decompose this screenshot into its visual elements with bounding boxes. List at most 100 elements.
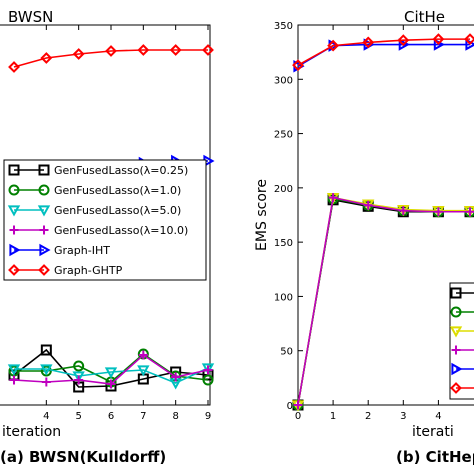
chart-b-series-4 [293,38,474,73]
chart-b-series-line [297,198,470,406]
chart-b-legend-marker [451,362,463,376]
chart-b-legend-item [450,306,474,318]
chart-b-y-tick-label: 100 [274,292,293,303]
chart-a-data-point [41,377,51,387]
chart-b-x-axis: 0 1 2 3 4 [295,25,442,422]
chart-a-legend-item: Graph-GHTP [8,264,123,277]
chart-b-series-line [297,43,470,67]
chart-a-data-point [74,375,84,385]
chart-a-legend-marker [7,205,21,217]
chart-a-data-point [171,372,181,382]
chart-b-legend-box [449,282,474,400]
chart-a-x-tick-label: 6 [108,411,114,422]
chart-a-legend-marker [39,243,51,257]
chart-a-legend-marker [9,243,21,257]
chart-a-data-point [40,364,53,376]
chart-a-data-point [202,44,214,56]
chart-a-data-point [201,363,215,375]
chart-a-series-2 [7,363,215,390]
chart-a-data-point [203,365,213,375]
chart-b-series-2 [291,193,474,412]
chart-a-legend-marker [37,205,51,217]
chart-b-series-line [297,38,470,66]
chart-b-data-point [397,34,410,47]
chart-b-y-tick-label: 350 [274,21,293,32]
chart-a-data-point [8,61,20,73]
chart-b-y-tick-label: 50 [280,347,293,358]
chart-a-plot-frame [0,24,211,406]
chart-b-plot-frame [297,24,474,406]
chart-a-legend-marker [9,225,19,235]
chart-b-y-label: EMS score [254,179,270,251]
chart-b-legend-marker [451,345,461,355]
chart-b-series-line [297,196,470,406]
chart-a-legend-box [3,159,207,281]
chart-b-y-tick-label: 250 [274,130,293,141]
chart-a-data-point [73,360,85,372]
chart-a-legend-marker [38,164,50,176]
chart-b-x-tick-label: 0 [295,411,301,422]
chart-a-x-label: iteration [2,424,61,440]
chart-b-legend-marker [449,326,463,338]
chart-b-data-point [398,38,410,51]
chart-b-y-tick-label: 0 [287,401,293,412]
chart-b-data-point [292,59,304,72]
chart-b-legend-marker [450,382,462,394]
chart-a-legend-label: GenFusedLasso(λ=10.0) [54,224,188,237]
chart-b-data-point [363,200,373,210]
chart-a-legend-label: Graph-GHTP [54,264,123,277]
chart-b-data-point [327,39,340,52]
chart-b-legend [449,282,474,400]
chart-b-data-point [433,207,443,217]
chart-b-x-tick-label: 4 [435,411,441,422]
chart-b-y-tick-label: 300 [274,75,293,86]
chart-a-data-point [9,375,19,385]
chart-a-series-5 [8,44,214,73]
chart-b-y-tick-label: 200 [274,184,293,195]
chart-b-data-point [432,33,445,46]
chart-b-caption: (b) CitHep [396,448,474,466]
chart-b-data-point [465,207,474,217]
chart-a-legend-marker [39,225,49,235]
chart-a-data-point [40,344,52,356]
chart-a-legend-label: GenFusedLasso(λ=5.0) [54,204,181,217]
chart-a-legend-item: GenFusedLasso(λ=0.25) [8,164,188,177]
chart-a-legend-marker [8,164,20,176]
chart-a-x-tick-label: 7 [140,411,146,422]
chart-b: CitHe 0 50 100 150 200 250 300 350 0 1 2 3 4 EMS sc… [254,8,474,466]
chart-b-legend-item [450,287,474,299]
chart-a-legend-label: Graph-IHT [54,244,110,257]
chart-b-x-tick-label: 1 [330,411,336,422]
chart-a-legend-item: GenFusedLasso(λ=5.0) [7,204,181,217]
chart-a: BWSN 4 5 6 7 8 9 iteration GenFusedLasso(λ=0.… [0,8,215,466]
chart-a-legend-marker [8,264,20,276]
chart-a-legend-item: GenFusedLasso(λ=10.0) [9,224,188,237]
chart-b-series-line [297,197,470,406]
chart-a-legend-label: GenFusedLasso(λ=1.0) [54,184,181,197]
chart-a-series-3 [9,350,213,389]
chart-a-data-point [169,44,182,56]
chart-a-x-axis: 4 5 6 7 8 9 [43,25,211,422]
chart-a-data-point [202,374,214,386]
chart-a-data-point [105,45,117,57]
chart-a-legend: GenFusedLasso(λ=0.25) GenFusedLasso(λ=1.0… [3,159,207,281]
chart-b-legend-item [449,326,474,338]
chart-a-legend-marker [38,264,50,276]
chart-a-series-line [14,367,209,384]
chart-b-title: CitHe [404,8,445,26]
chart-b-series-1 [292,193,474,411]
chart-b-series-line [297,196,470,406]
chart-a-x-tick-label: 9 [205,411,211,422]
chart-a-x-tick-label: 8 [172,411,178,422]
chart-a-legend-item: GenFusedLasso(λ=1.0) [8,184,181,197]
chart-a-data-point [137,44,150,56]
chart-b-data-point [362,36,375,49]
chart-b-x-tick-label: 2 [365,411,371,422]
chart-b-data-point [398,206,408,216]
chart-b-series-0 [292,194,474,411]
chart-a-caption: (a) BWSN(Kulldorff) [0,448,166,466]
chart-b-legend-marker [450,287,462,299]
chart-b-series [291,33,474,412]
chart-b-data-point [293,400,303,410]
